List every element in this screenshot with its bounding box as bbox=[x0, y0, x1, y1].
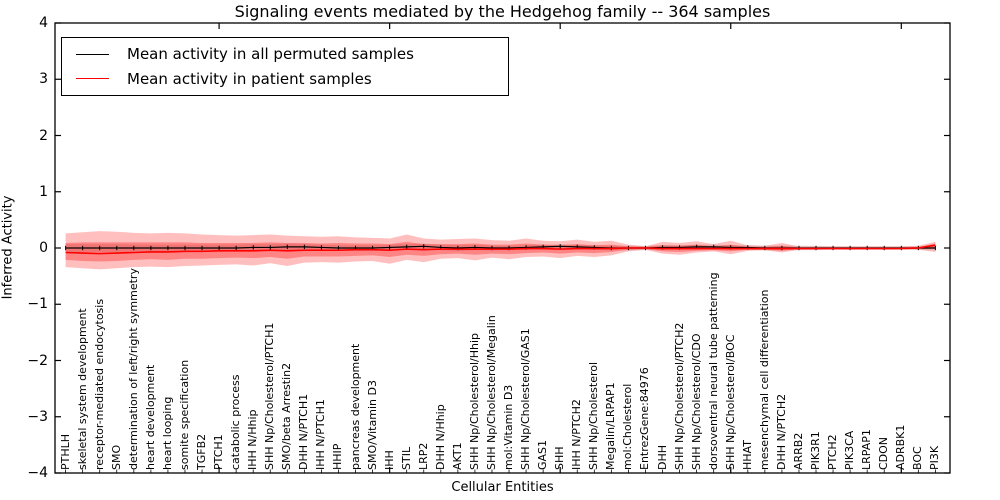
x-axis-label: Cellular Entities bbox=[451, 480, 554, 495]
permuted-line-swatch bbox=[76, 53, 109, 55]
x-tick-label: SHH Np/Cholesterol/CDO bbox=[689, 333, 703, 470]
x-tick-label: SHH Np/Cholesterol/Hhip bbox=[467, 332, 481, 470]
x-tick-label: catabolic process bbox=[229, 374, 243, 470]
y-tick-label: −1 bbox=[27, 296, 48, 313]
x-tick-label: PTCH1 bbox=[212, 434, 226, 470]
legend-label-permuted: Mean activity in all permuted samples bbox=[127, 45, 414, 64]
x-tick-label: SHH Np/Cholesterol/PTCH1 bbox=[263, 322, 277, 470]
x-tick-label: SHH Np/Cholesterol/PTCH2 bbox=[672, 322, 686, 470]
x-tick-label: SHH Np/Cholesterol bbox=[587, 361, 601, 470]
x-tick-label: mol:Cholesterol bbox=[621, 383, 635, 470]
legend-label-patient: Mean activity in patient samples bbox=[127, 69, 372, 88]
x-tick-label: CDON bbox=[877, 436, 891, 470]
patient-line-swatch bbox=[76, 78, 109, 80]
x-tick-label: AKT1 bbox=[450, 442, 464, 470]
x-tick-label: skeletal system development bbox=[75, 308, 89, 470]
x-tick-label: heart development bbox=[143, 364, 157, 470]
x-tick-label: SHH Np/Cholesterol/Megalin bbox=[484, 315, 498, 470]
legend-item-patient: Mean activity in patient samples bbox=[76, 70, 508, 88]
x-tick-label: ADRBK1 bbox=[894, 424, 908, 470]
x-tick-label: STIL bbox=[399, 446, 413, 470]
y-tick-label: 3 bbox=[39, 71, 48, 88]
y-tick-label: −2 bbox=[27, 352, 48, 369]
x-tick-label: pancreas development bbox=[348, 343, 362, 470]
chart-title: Signaling events mediated by the Hedgeho… bbox=[234, 2, 771, 21]
patient-mean-line bbox=[65, 244, 936, 255]
x-tick-label: heart looping bbox=[160, 396, 174, 470]
y-tick-label: 2 bbox=[39, 127, 48, 144]
x-tick-label: HHAT bbox=[740, 440, 754, 470]
y-tick-label: 4 bbox=[39, 15, 48, 31]
x-tick-label: PTCH2 bbox=[826, 434, 840, 470]
legend-item-permuted: Mean activity in all permuted samples bbox=[76, 45, 508, 63]
x-tick-label: TGFB2 bbox=[195, 433, 209, 470]
x-tick-label: Megalin/LRPAP1 bbox=[604, 382, 618, 470]
x-tick-label: receptor-mediated endocytosis bbox=[92, 298, 106, 470]
patient-samples-outer-range-band bbox=[65, 231, 936, 270]
x-tick-label: IHH bbox=[382, 450, 396, 470]
y-tick-label: −3 bbox=[27, 408, 48, 425]
y-tick-label: 1 bbox=[39, 183, 48, 200]
x-tick-label: GAS1 bbox=[536, 439, 550, 470]
x-tick-label: SMO/Vitamin D3 bbox=[365, 380, 379, 470]
x-tick-label: HHIP bbox=[331, 443, 345, 470]
x-tick-label: IHH N/Hhip bbox=[246, 409, 260, 471]
x-tick-label: LRP2 bbox=[416, 442, 430, 470]
y-tick-label: 0 bbox=[39, 240, 48, 256]
x-tick-label: PIK3CA bbox=[843, 430, 857, 470]
x-tick-label: IHH N/PTCH1 bbox=[314, 399, 328, 470]
x-tick-label: DHH N/PTCH1 bbox=[297, 393, 311, 470]
x-tick-label: LRPAP1 bbox=[860, 429, 874, 470]
x-tick-label: DHH N/PTCH2 bbox=[774, 393, 788, 470]
y-tick-label: −4 bbox=[27, 465, 48, 481]
x-tick-label: determination of left/right symmetry bbox=[126, 268, 140, 470]
x-tick-label: SHH Np/Cholesterol/GAS1 bbox=[519, 328, 533, 470]
x-tick-label: SMO/beta Arrestin2 bbox=[280, 362, 294, 470]
x-tick-label: EntrezGene:84976 bbox=[638, 367, 652, 470]
legend: Mean activity in all permuted samples Me… bbox=[61, 37, 509, 96]
x-tick-label: PTHLH bbox=[58, 433, 72, 470]
x-tick-label: SHH Np/Cholesterol/BOC bbox=[723, 334, 737, 470]
x-tick-label: ARRB2 bbox=[791, 432, 805, 470]
x-tick-label: SHH bbox=[553, 446, 567, 470]
x-tick-label: BOC bbox=[911, 446, 925, 470]
x-tick-label: somite specification bbox=[177, 359, 191, 470]
x-tick-label: mesenchymal cell differentiation bbox=[757, 289, 771, 470]
x-tick-label: PI3K bbox=[928, 445, 942, 470]
x-tick-label: DHH N/Hhip bbox=[433, 404, 447, 470]
x-tick-label: IHH N/PTCH2 bbox=[570, 399, 584, 470]
x-tick-label: DHH bbox=[655, 444, 669, 470]
x-tick-label: SMO bbox=[109, 444, 123, 470]
x-tick-label: PIK3R1 bbox=[809, 431, 823, 470]
x-tick-label: mol:Vitamin D3 bbox=[502, 384, 516, 470]
x-tick-label: dorsoventral neural tube patterning bbox=[706, 272, 720, 470]
